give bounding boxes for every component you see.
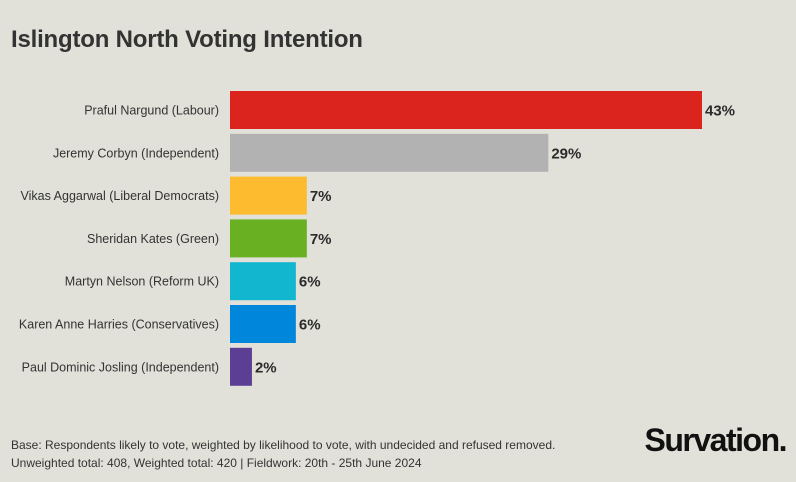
bar [230, 176, 307, 215]
footer-totals-note: Unweighted total: 408, Weighted total: 4… [11, 456, 422, 470]
bar-chart: Praful Nargund (Labour) 43% Jeremy Corbyn … [19, 91, 735, 386]
category-label: Praful Nargund (Labour) [84, 104, 219, 118]
bar [230, 219, 307, 258]
footer-notes: Base: Respondents likely to vote, weight… [11, 436, 555, 472]
bar [230, 305, 296, 343]
category-label: Vikas Aggarwal (Liberal Democrats) [21, 189, 219, 203]
footer-base-note: Base: Respondents likely to vote, weight… [11, 438, 556, 452]
category-label: Paul Dominic Josling (Independent) [22, 360, 219, 374]
category-label: Karen Anne Harries (Conservatives) [19, 318, 219, 332]
bar [230, 262, 296, 301]
survation-logo: Survation. [644, 422, 788, 458]
category-label: Jeremy Corbyn (Independent) [53, 146, 219, 160]
value-label: 7% [310, 188, 332, 205]
category-label: Sheridan Kates (Green) [87, 232, 219, 246]
value-label: 6% [299, 317, 321, 334]
chart-title: Islington North Voting Intention [11, 26, 363, 53]
value-label: 43% [705, 103, 735, 120]
bar [230, 347, 252, 386]
bar [230, 91, 702, 129]
value-label: 6% [299, 274, 321, 291]
value-label: 7% [310, 231, 332, 248]
value-label: 2% [255, 359, 277, 376]
bar [230, 133, 549, 172]
category-label: Martyn Nelson (Reform UK) [65, 275, 219, 289]
value-label: 29% [551, 145, 581, 162]
